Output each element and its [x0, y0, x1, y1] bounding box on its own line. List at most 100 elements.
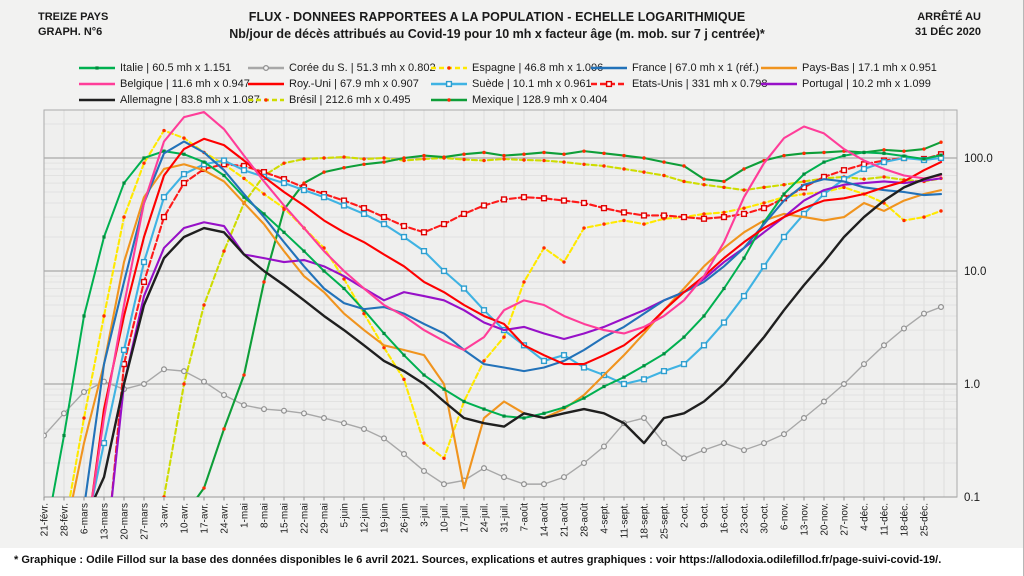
coree-marker [341, 420, 348, 427]
italie-marker [722, 286, 726, 291]
series-line-italie [51, 150, 942, 497]
x-tick-label: 4-déc. [860, 503, 871, 531]
legend-label-allemagne: Allemagne | 83.8 mh x 1.087 [120, 93, 260, 106]
espagne-marker [939, 209, 943, 213]
x-tick-label: 27-mars [140, 503, 151, 540]
series-royuni [91, 137, 943, 497]
legend-label-espagne: Espagne | 46.8 mh x 1.006 [472, 61, 604, 74]
italie-marker [142, 156, 146, 160]
coree-marker [520, 481, 527, 488]
espagne-marker [602, 222, 606, 226]
etatsunis-marker [400, 222, 408, 230]
y-tick-label: 100.0 [964, 153, 993, 165]
etatsunis-marker [520, 194, 528, 201]
x-tick-label: 17-avr. [200, 503, 211, 534]
mexique-marker [462, 152, 466, 156]
italie-marker [862, 150, 866, 155]
etatsunis-marker [260, 169, 268, 176]
italie-marker [642, 364, 646, 368]
espagne-marker [642, 222, 646, 226]
x-tick-label: 6-nov. [780, 503, 791, 530]
mexique-marker [782, 153, 786, 158]
x-tick-label: 18-déc. [900, 503, 911, 536]
etatsunis-marker [720, 213, 728, 221]
mexique-marker [342, 166, 346, 170]
coree-marker [760, 440, 767, 447]
suede-marker [420, 248, 428, 255]
bresil-marker [602, 164, 606, 168]
bresil-marker [222, 249, 226, 253]
espagne-marker [182, 136, 186, 140]
legend-swatch-france [591, 66, 627, 69]
bresil-marker [862, 177, 866, 181]
x-tick-label: 28-févr. [60, 503, 71, 536]
legend-item-mexique: Mexique | 128.9 mh x 0.404 [430, 93, 608, 106]
espagne-marker [442, 456, 446, 461]
mexique-marker [222, 427, 226, 431]
x-tick-label: 10-juil. [440, 503, 451, 532]
etatsunis-marker [760, 205, 768, 212]
x-tick-label: 13-nov. [800, 503, 811, 536]
bresil-marker [762, 185, 766, 190]
mexique-marker [622, 153, 626, 158]
coree-marker [580, 459, 587, 466]
mexique-marker [562, 152, 566, 156]
suede-marker [620, 380, 628, 388]
bresil-marker [582, 162, 586, 166]
x-tick-label: 11-déc. [880, 503, 891, 536]
bresil-marker [802, 179, 806, 184]
etatsunis-marker [180, 179, 188, 187]
italie-marker [402, 353, 406, 357]
bresil-marker [782, 183, 786, 187]
mexique-marker [202, 486, 206, 490]
legend-item-etatsunis: Etats-Unis | 331 mh x 0.798 [590, 77, 768, 90]
series-italie [51, 149, 943, 497]
italie-marker [462, 399, 466, 404]
mexique-marker [582, 149, 586, 153]
espagne-marker [562, 260, 566, 264]
mexique-marker [522, 152, 526, 156]
italie-marker [122, 181, 126, 185]
y-axis: 100.0 10.0 1.0 0.1 [964, 153, 993, 504]
bresil-marker [162, 495, 166, 497]
suede-marker [680, 361, 688, 368]
suede-marker [120, 346, 128, 354]
italie-marker [742, 256, 746, 260]
etatsunis-marker [380, 213, 388, 221]
legend-swatch-portugal [761, 82, 797, 85]
bresil-marker [264, 97, 268, 102]
espagne-marker [262, 192, 266, 196]
italie-marker [822, 160, 826, 164]
coree-marker [44, 432, 47, 439]
italie-marker [422, 373, 426, 377]
espagne-marker [162, 128, 166, 133]
mexique-marker [882, 148, 886, 152]
espagne-marker [502, 335, 506, 339]
bresil-marker [502, 157, 506, 161]
coree-marker [481, 465, 488, 472]
espagne-marker [402, 377, 406, 382]
italie-marker [282, 230, 286, 234]
etatsunis-marker [640, 212, 648, 219]
mexique-marker [822, 150, 826, 155]
legend-item-italie: Italie | 60.5 mh x 1.151 [78, 61, 231, 74]
mexique-marker [682, 164, 686, 168]
etatsunis-marker [680, 213, 688, 221]
x-tick-label: 7-août [520, 503, 531, 532]
x-tick-label: 30-oct. [760, 503, 771, 534]
legend-item-suede: Suède | 10.1 mh x 0.961 [430, 77, 592, 90]
suede-marker [820, 190, 828, 198]
etatsunis-marker [160, 213, 168, 221]
x-tick-label: 9-oct. [700, 503, 711, 528]
bresil-marker [702, 183, 706, 187]
italie-marker [622, 375, 626, 379]
espagne-marker [447, 65, 451, 70]
coree-marker [600, 443, 607, 450]
x-tick-label: 24-juil. [480, 503, 491, 532]
coree-marker [221, 391, 228, 398]
mexique-marker [722, 179, 726, 184]
mexique-marker [322, 170, 326, 174]
legend-label-etatsunis: Etats-Unis | 331 mh x 0.798 [632, 77, 768, 90]
